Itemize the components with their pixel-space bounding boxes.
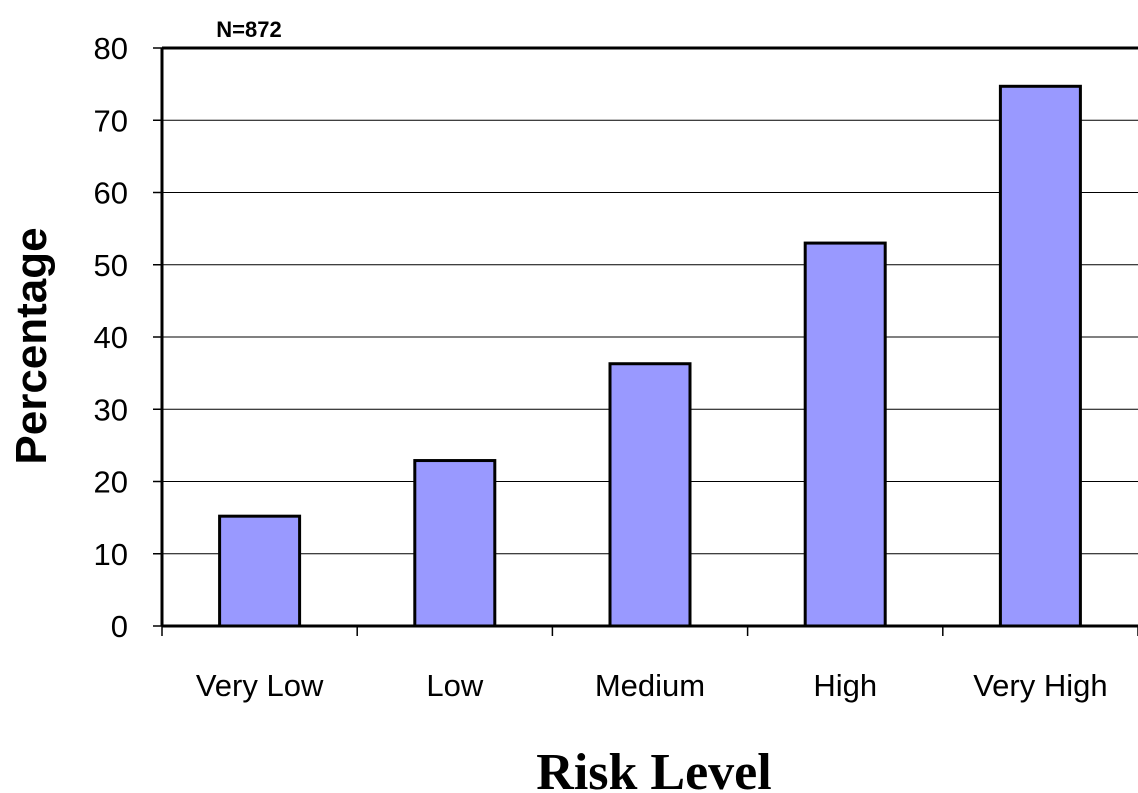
bar [608, 362, 692, 628]
bar [218, 514, 302, 628]
bar [413, 459, 497, 628]
x-category-label: Medium [595, 668, 705, 703]
x-category-labels: Very Low Low Medium High Very High [196, 668, 1108, 703]
y-tick-label: 60 [94, 176, 128, 211]
y-tick-label: 80 [94, 31, 128, 66]
x-category-label: Very High [973, 668, 1107, 703]
sample-size-annotation: N=872 [216, 17, 281, 42]
bar [998, 84, 1082, 628]
y-tick-labels: 0 10 20 30 40 50 60 70 80 [94, 31, 128, 644]
y-tick-label: 50 [94, 248, 128, 283]
x-category-label: Low [426, 668, 483, 703]
y-tick-label: 20 [94, 465, 128, 500]
y-tick-label: 10 [94, 537, 128, 572]
x-axis-title: Risk Level [536, 744, 771, 793]
y-axis-title: Percentage [7, 227, 56, 464]
bar [803, 241, 887, 628]
y-tick-label: 40 [94, 320, 128, 355]
y-tick-label: 0 [111, 609, 128, 644]
y-tick-label: 30 [94, 392, 128, 427]
x-category-label: Very Low [196, 668, 324, 703]
bars [218, 84, 1082, 628]
axes [153, 46, 1138, 636]
y-tick-label: 70 [94, 103, 128, 138]
x-category-label: High [813, 668, 877, 703]
